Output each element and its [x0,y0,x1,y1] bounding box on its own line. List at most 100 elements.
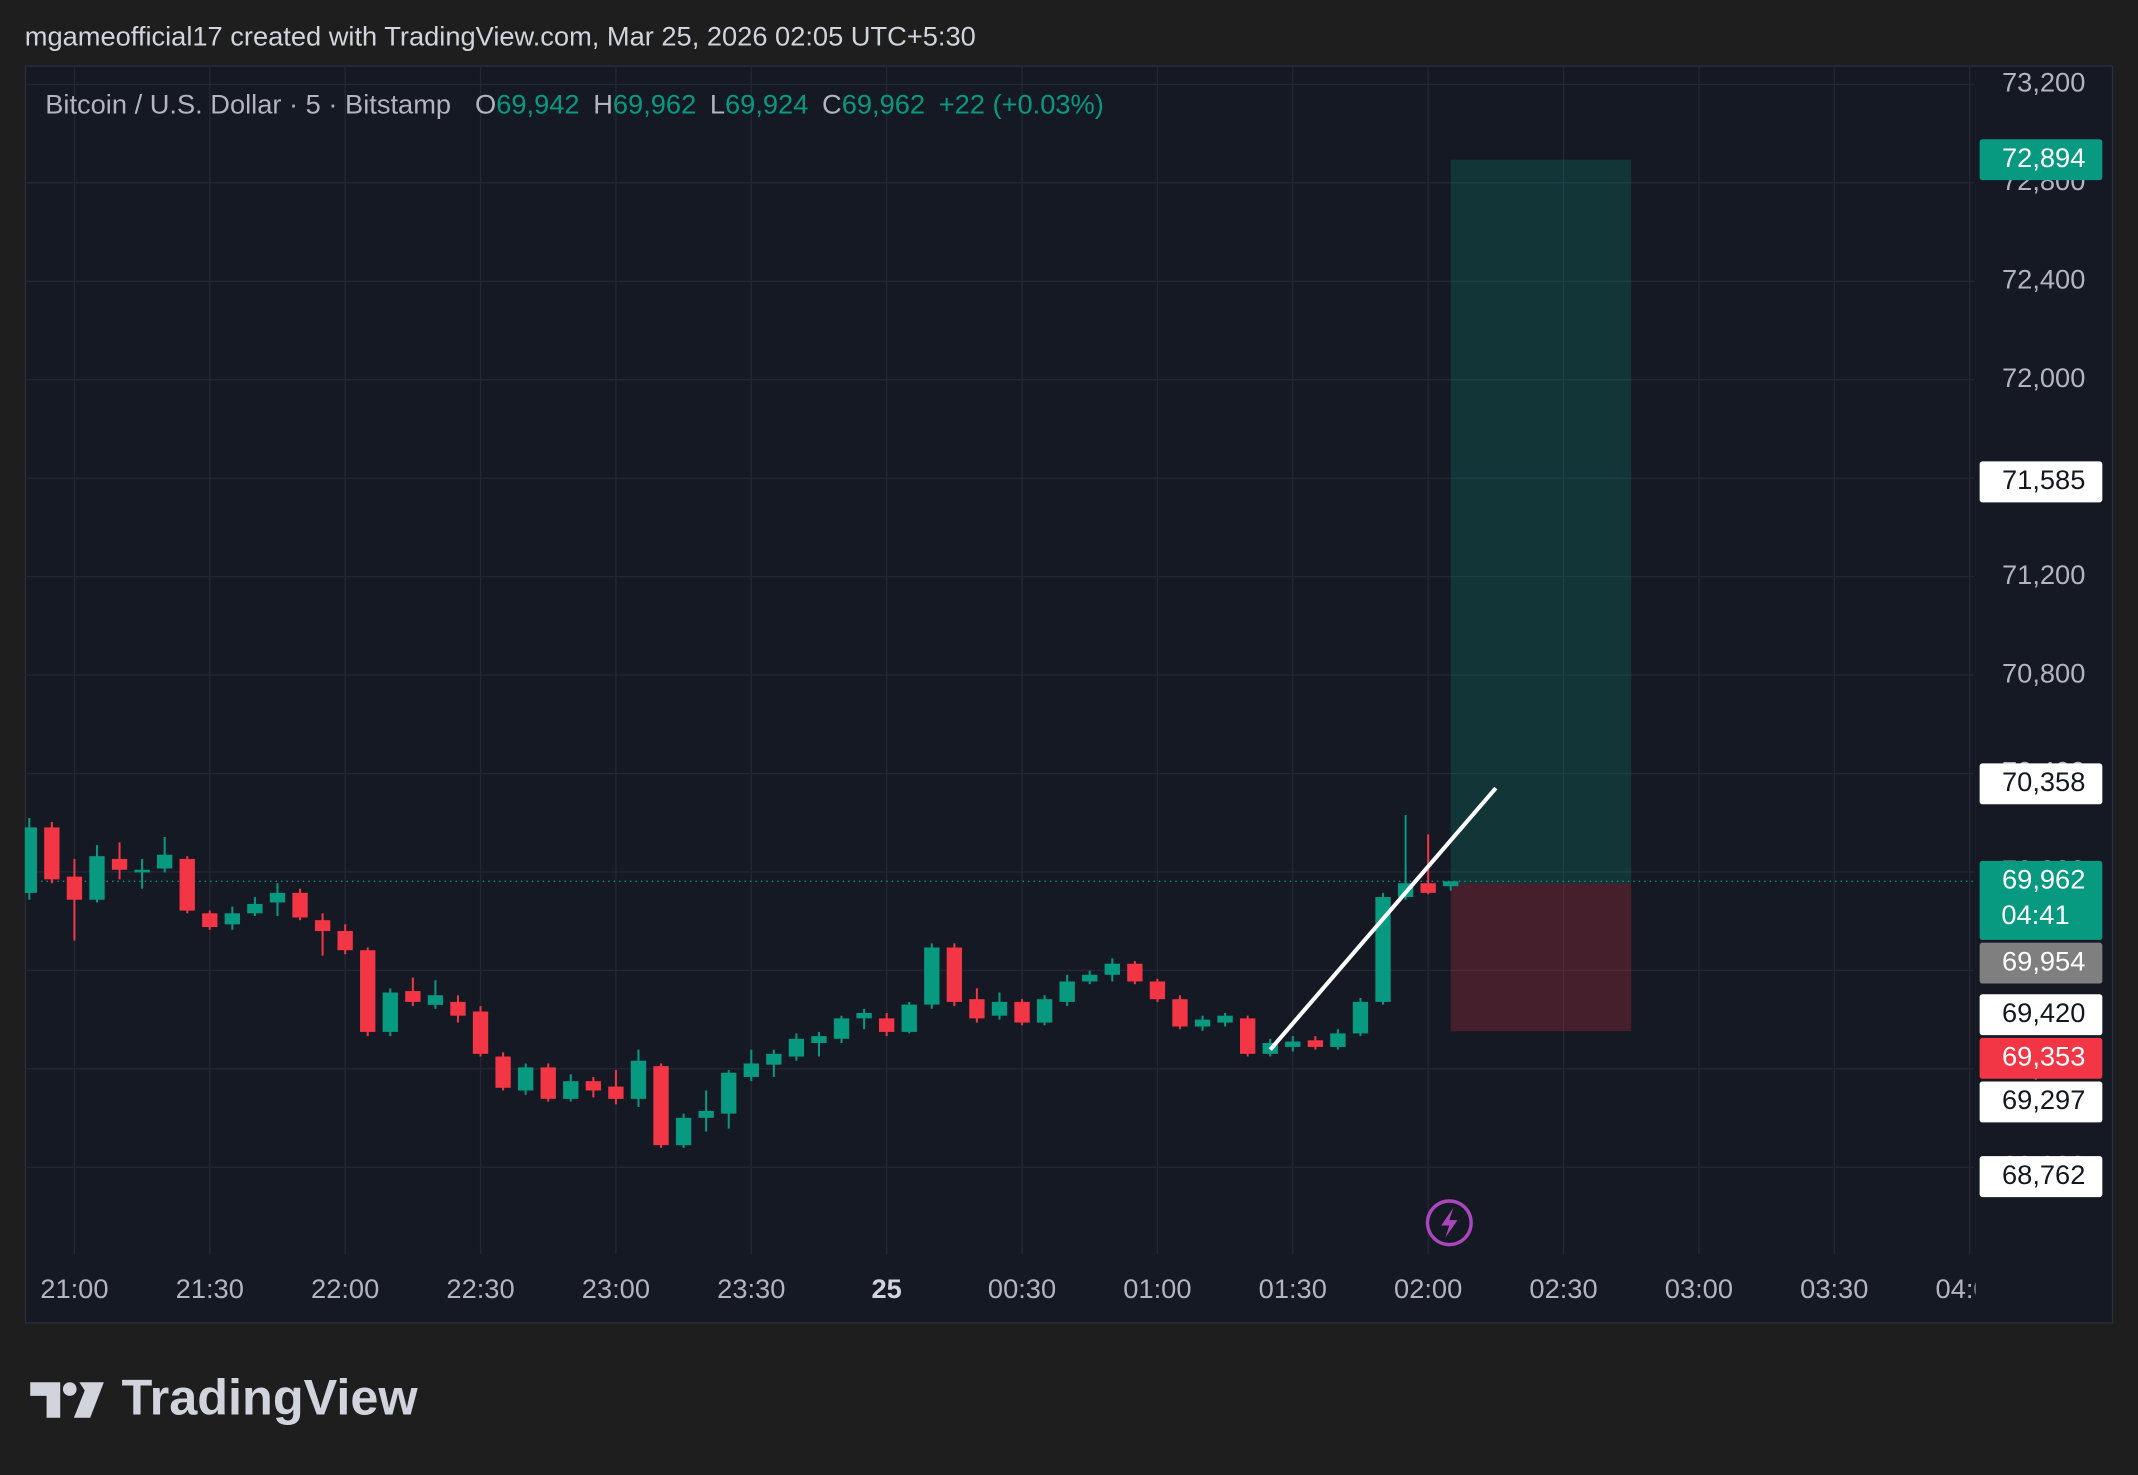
x-tick-label: 21:00 [40,1273,108,1304]
candle-body [156,854,173,869]
target-zone [1450,159,1632,884]
candle-body [698,1110,714,1118]
candle-body [247,903,263,914]
candle-body [1217,1015,1233,1023]
price-label-box [1979,139,2103,181]
candle-body [1014,1001,1030,1023]
x-tick-label: 03:30 [1800,1273,1868,1304]
price-label-box [1979,860,2103,940]
candle-body [1172,999,1188,1027]
candle-body [608,1086,624,1099]
candle-body [1443,881,1459,887]
candle-body [24,827,37,893]
price-label: 69,353 [2002,1041,2085,1072]
legend-key: C [822,89,842,120]
plot-area [24,159,1975,1148]
chart-title: mgameofficial17 created with TradingView… [25,20,976,51]
candle-body [1059,981,1075,1002]
legend-value: 69,942 [496,89,579,120]
chart-frame [24,65,2114,1324]
legend: Bitcoin / U.S. Dollar · 5 · Bitstamp O69… [45,89,1104,120]
candle-body [630,1060,647,1099]
legend-key: L [710,89,725,120]
candle-body [1194,1019,1211,1027]
candle-body [811,1036,827,1043]
event-icon [1425,1199,1473,1247]
candle-body [1330,1033,1346,1047]
price-label: 69,962 [2002,864,2085,895]
candle-body [134,869,150,873]
candle-body [901,1004,917,1032]
candle-body [969,999,985,1019]
candle-body [450,1001,466,1016]
candle-body [1307,1040,1324,1047]
x-tick-label: 25 [872,1273,902,1304]
price-label: 69,954 [2002,945,2085,976]
candle-body [224,913,241,925]
candle-body [766,1053,782,1065]
price-label-box [1979,461,2103,503]
watermark: TradingView [122,1369,419,1426]
legend-symbol: Bitcoin / U.S. Dollar · 5 · Bitstamp [45,89,451,120]
candle-body [991,1001,1008,1016]
candle-body [833,1018,850,1039]
legend-change: +22 (+0.03%) [939,89,1104,120]
x-tick-label: 23:30 [717,1273,785,1304]
candle-body [472,1011,489,1054]
x-tick-label: 03:00 [1665,1273,1733,1304]
candle-body [66,876,83,900]
price-label-box [1979,1156,2103,1198]
candle-body [382,992,398,1032]
price-label: 70,358 [2002,766,2085,797]
x-tick-label: 04:00 [1936,1273,2004,1304]
x-tick-label: 23:00 [582,1273,650,1304]
candle-body [788,1038,805,1057]
stop-zone [1450,883,1632,1032]
candle-body [427,995,444,1005]
price-labels: 72,894 71,585 70,358 69,962 04:41 69,954 69,42… [1979,139,2103,1198]
x-axis: 21:00 21:30 22:00 22:30 23:00 23:30 25 00:30 01:… [40,1273,2004,1304]
candle-body [540,1067,556,1099]
price-label: 72,894 [2002,142,2085,173]
candle-body [1285,1041,1301,1047]
y-tick-label: 72,400 [2002,263,2085,294]
candle-body [269,892,286,903]
countdown: 04:41 [2001,899,2069,930]
candle-body [179,858,195,911]
candle-body [1239,1018,1256,1054]
candle-body [1082,974,1098,982]
x-tick-label: 02:30 [1529,1273,1597,1304]
candle-body [44,827,60,880]
price-label: 69,297 [2002,1084,2085,1115]
candle-body [1036,999,1053,1023]
candle-body [585,1081,602,1091]
candle-body [1104,963,1120,975]
candle-body [405,991,421,1002]
legend-value: 69,962 [842,89,925,120]
candle-body [202,913,218,928]
candle-body [563,1081,579,1099]
candle-body [1149,981,1166,1000]
legend-key: O [475,89,496,120]
x-tick-label: 22:00 [311,1273,379,1304]
x-tick-label: 02:00 [1394,1273,1462,1304]
y-tick-label: 71,200 [2002,559,2085,590]
x-tick-label: 00:30 [988,1273,1056,1304]
y-tick-label: 73,200 [2002,67,2085,98]
candle-body [111,858,128,870]
x-tick-label: 21:30 [176,1273,244,1304]
candle-body [924,947,940,1005]
candle-body [1127,963,1143,982]
x-tick-label: 01:30 [1259,1273,1327,1304]
candle-body [675,1117,692,1146]
candle-body [1420,883,1436,893]
price-label-box [1979,994,2103,1036]
price-label-box [1979,1037,2103,1079]
candle-body [314,920,331,932]
price-label: 68,762 [2002,1159,2085,1190]
y-tick-label: 72,000 [2002,362,2085,393]
price-label: 69,420 [2002,997,2085,1028]
grid [24,65,1975,1255]
x-tick-label: 22:30 [446,1273,514,1304]
